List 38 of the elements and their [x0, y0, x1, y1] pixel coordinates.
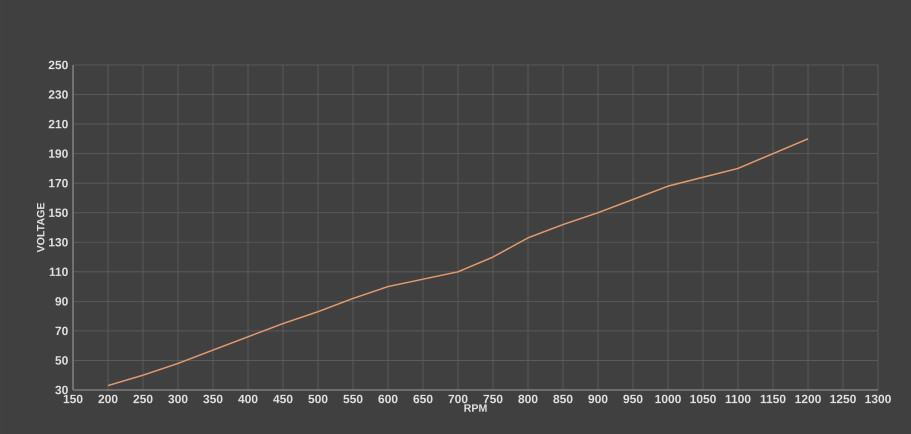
x-tick-label: 1200 [795, 394, 821, 404]
y-tick-label: 30 [55, 386, 68, 394]
x-tick-label: 250 [133, 394, 153, 404]
x-tick-label: 550 [343, 394, 363, 404]
y-tick-label: 170 [49, 178, 68, 188]
y-tick-label: 90 [55, 297, 68, 306]
x-tick-label: 300 [168, 394, 188, 404]
x-tick-label: 950 [623, 394, 643, 404]
y-tick-label: 230 [48, 90, 68, 99]
x-tick-label: 1000 [655, 394, 681, 404]
x-tick-label: 650 [413, 394, 433, 404]
x-tick-label: 500 [308, 394, 328, 404]
x-tick-label: 1250 [830, 394, 856, 404]
y-tick-label: 110 [50, 268, 68, 276]
x-tick-label: 200 [98, 394, 118, 404]
x-tick-label: 750 [484, 394, 503, 404]
y-axis-title: VOLTAGE [36, 202, 44, 252]
y-tick-label: 150 [49, 208, 68, 217]
x-tick-label: 1100 [726, 394, 751, 404]
x-tick-label: 400 [238, 394, 258, 404]
x-tick-label: 600 [378, 394, 398, 404]
y-tick-label: 130 [49, 238, 68, 247]
x-axis-title: RPM [464, 404, 487, 412]
x-tick-label: 350 [203, 394, 223, 404]
y-tick-label: 50 [55, 356, 68, 365]
x-tick-label: 1150 [760, 394, 786, 404]
x-tick-label: 150 [64, 394, 83, 404]
x-tick-label: 900 [588, 394, 608, 404]
x-tick-label: 800 [518, 394, 538, 404]
x-tick-label: 700 [448, 394, 468, 404]
x-tick-label: 1050 [690, 394, 716, 404]
x-tick-label: 850 [553, 394, 573, 404]
x-tick-label: 450 [273, 394, 293, 404]
y-tick-label: 190 [49, 149, 68, 158]
y-tick-label: 70 [55, 326, 68, 336]
x-tick-label: 1300 [865, 394, 891, 404]
y-tick-label: 250 [48, 60, 68, 70]
y-tick-label: 210 [48, 120, 68, 128]
